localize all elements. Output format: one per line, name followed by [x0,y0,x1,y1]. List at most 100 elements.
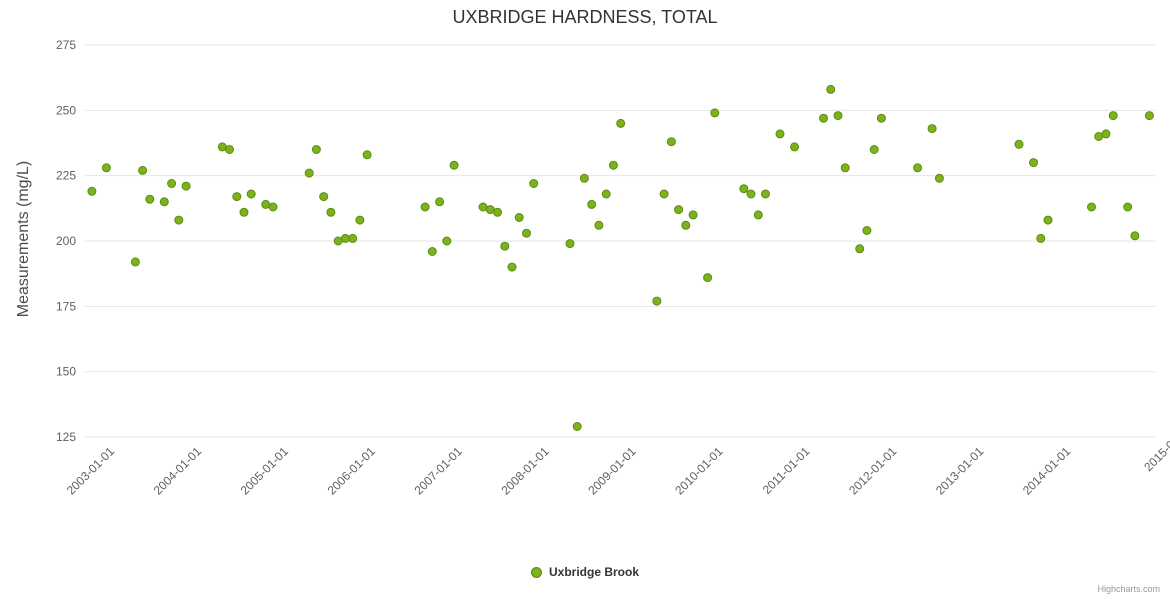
data-point[interactable] [362,150,372,160]
data-point[interactable] [1144,111,1154,121]
data-point[interactable] [427,247,437,256]
data-point[interactable] [348,233,358,243]
y-axis-tick-label: 225 [56,169,76,183]
data-point[interactable] [565,239,575,249]
y-axis-title: Measurements (mg/L) [15,160,32,318]
legend-label: Uxbridge Brook [548,565,639,579]
data-point[interactable] [522,228,531,238]
x-axis-tick-label: 2014-01-01 [1020,444,1074,498]
data-point[interactable] [674,205,684,215]
data-point[interactable] [159,197,169,207]
data-point[interactable] [442,236,452,246]
y-axis-tick-label: 200 [56,234,76,248]
data-point[interactable] [1043,215,1053,225]
data-point[interactable] [855,244,865,254]
data-point[interactable] [1101,129,1111,139]
data-point[interactable] [514,213,524,222]
y-axis-tick-label: 175 [56,299,76,313]
y-axis-tick-label: 250 [56,103,76,117]
data-point[interactable] [601,189,611,199]
data-point[interactable] [876,113,886,123]
data-point[interactable] [913,163,923,173]
data-point[interactable] [869,145,879,154]
x-axis-tick-label: 2010-01-01 [672,444,726,498]
data-point[interactable] [753,210,763,220]
data-point[interactable] [746,189,756,199]
data-point[interactable] [181,181,191,191]
data-point[interactable] [319,192,329,202]
data-point[interactable] [478,202,488,212]
data-point[interactable] [652,296,662,306]
data-point[interactable] [1123,202,1133,212]
data-point[interactable] [826,84,836,94]
data-point[interactable] [579,173,589,183]
data-point[interactable] [703,273,713,283]
data-point[interactable] [304,168,314,178]
data-point[interactable] [87,186,97,196]
data-point[interactable] [1014,139,1024,149]
data-point[interactable] [420,202,430,212]
legend-marker-icon [530,566,542,578]
data-point[interactable] [138,165,148,175]
data-point[interactable] [927,124,937,134]
data-point[interactable] [572,422,582,431]
y-axis-tick-label: 150 [56,365,76,379]
data-point[interactable] [790,142,799,152]
data-point[interactable] [507,262,517,272]
data-point[interactable] [739,184,749,194]
data-point[interactable] [934,173,944,183]
data-point[interactable] [145,194,155,204]
data-point[interactable] [819,113,828,123]
data-point[interactable] [167,179,177,188]
data-point[interactable] [500,241,510,251]
data-point[interactable] [1029,158,1038,168]
x-axis-tick-label: 2009-01-01 [585,444,639,498]
data-point[interactable] [616,118,626,128]
data-point[interactable] [840,163,850,173]
data-point[interactable] [594,220,604,230]
data-point[interactable] [493,207,502,217]
data-point[interactable] [833,111,843,121]
data-point[interactable] [681,220,691,230]
data-point[interactable] [761,189,770,199]
data-point[interactable] [710,108,720,118]
data-point[interactable] [1094,132,1104,141]
data-point[interactable] [232,192,242,202]
x-axis-tick-label: 2011-01-01 [760,444,813,497]
highcharts-credits-link[interactable]: Highcharts.com [1097,584,1160,594]
data-point[interactable] [775,129,785,139]
x-axis-tick-label: 2012-01-01 [846,444,900,498]
data-point[interactable] [659,189,669,199]
data-point[interactable] [1036,233,1046,243]
data-point[interactable] [261,199,271,209]
data-point[interactable] [130,257,140,267]
data-point[interactable] [1130,231,1140,241]
data-point[interactable] [1087,202,1096,212]
data-point[interactable] [449,160,459,170]
data-point[interactable] [862,226,872,235]
data-point[interactable] [239,207,249,217]
data-point[interactable] [311,145,321,154]
x-axis-tick-label: 2006-01-01 [325,444,379,498]
data-point[interactable] [666,137,676,147]
chart-title: UXBRIDGE HARDNESS, TOTAL [452,7,718,27]
data-point[interactable] [246,189,256,199]
data-point[interactable] [268,202,278,212]
data-point[interactable] [587,199,597,209]
legend-item-uxbridge-brook[interactable]: Uxbridge Brook [0,562,1170,582]
y-axis-tick-label: 275 [56,38,76,52]
data-point[interactable] [174,215,184,225]
data-point[interactable] [608,160,618,170]
data-point[interactable] [101,163,111,173]
x-axis-tick-label: 2004-01-01 [151,444,205,498]
data-point[interactable] [435,197,445,207]
data-point[interactable] [340,233,350,243]
data-point[interactable] [688,210,698,220]
data-point[interactable] [1108,111,1118,121]
data-point[interactable] [355,215,365,225]
data-point[interactable] [326,207,336,217]
x-axis-tick-label: 2005-01-01 [238,444,292,498]
data-point[interactable] [225,145,234,154]
data-point[interactable] [529,179,539,188]
